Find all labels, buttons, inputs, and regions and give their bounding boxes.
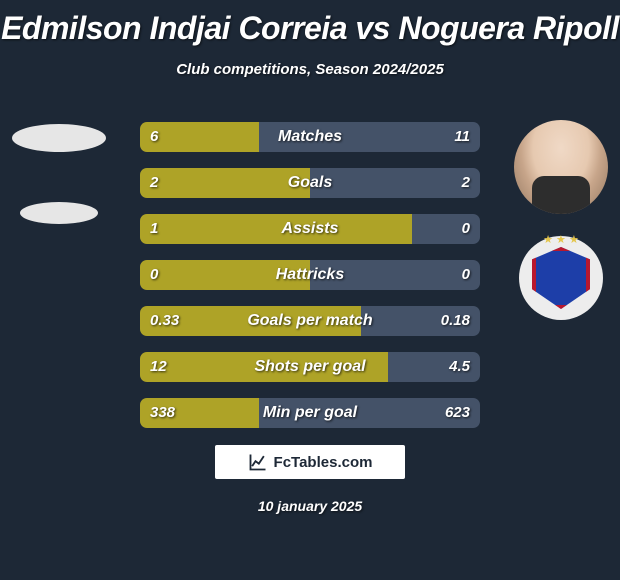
- stat-value-right: 0: [462, 214, 470, 244]
- stat-value-left: 6: [150, 122, 158, 152]
- stat-value-right: 623: [445, 398, 470, 428]
- stat-bar-right: [310, 260, 480, 290]
- stat-row: Hattricks00: [140, 260, 480, 290]
- shield-icon: [532, 247, 590, 309]
- stat-row: Shots per goal124.5: [140, 352, 480, 382]
- stat-bar-track: [140, 168, 480, 198]
- stat-value-right: 2: [462, 168, 470, 198]
- stat-bar-left: [140, 260, 310, 290]
- stat-bar-left: [140, 214, 412, 244]
- stat-bar-right: [310, 168, 480, 198]
- stat-bar-track: [140, 260, 480, 290]
- chart-icon: [248, 452, 268, 472]
- comparison-subtitle: Club competitions, Season 2024/2025: [0, 61, 620, 78]
- stat-value-right: 0.18: [441, 306, 470, 336]
- brand-badge: FcTables.com: [215, 445, 405, 479]
- stat-bar-track: [140, 122, 480, 152]
- stat-bar-left: [140, 168, 310, 198]
- stat-value-left: 0.33: [150, 306, 179, 336]
- player-right-column: ★ ★ ★: [506, 120, 616, 320]
- stat-row: Assists10: [140, 214, 480, 244]
- player-right-photo: [514, 120, 608, 214]
- player-left-column: [4, 120, 114, 224]
- stat-value-left: 1: [150, 214, 158, 244]
- stat-bar-track: [140, 214, 480, 244]
- footer-date: 10 january 2025: [0, 498, 620, 514]
- stat-row: Goals per match0.330.18: [140, 306, 480, 336]
- stat-bar-left: [140, 352, 388, 382]
- stat-row: Goals22: [140, 168, 480, 198]
- player-left-photo-placeholder: [12, 124, 106, 152]
- stat-row: Min per goal338623: [140, 398, 480, 428]
- star-icon: ★ ★ ★: [519, 233, 603, 246]
- stat-bar-right: [259, 122, 480, 152]
- stat-value-left: 0: [150, 260, 158, 290]
- stat-value-right: 11: [454, 122, 470, 152]
- stat-value-left: 338: [150, 398, 175, 428]
- comparison-title: Edmilson Indjai Correia vs Noguera Ripol…: [0, 0, 620, 47]
- stat-bar-track: [140, 352, 480, 382]
- stat-value-right: 0: [462, 260, 470, 290]
- stat-bars-container: Matches611Goals22Assists10Hattricks00Goa…: [140, 122, 480, 444]
- player-right-club-badge: ★ ★ ★: [519, 236, 603, 320]
- stat-bar-track: [140, 306, 480, 336]
- player-left-club-placeholder: [20, 202, 98, 224]
- stat-bar-track: [140, 398, 480, 428]
- stat-value-left: 12: [150, 352, 167, 382]
- stat-row: Matches611: [140, 122, 480, 152]
- stat-value-right: 4.5: [449, 352, 470, 382]
- stat-value-left: 2: [150, 168, 158, 198]
- brand-text: FcTables.com: [274, 454, 373, 471]
